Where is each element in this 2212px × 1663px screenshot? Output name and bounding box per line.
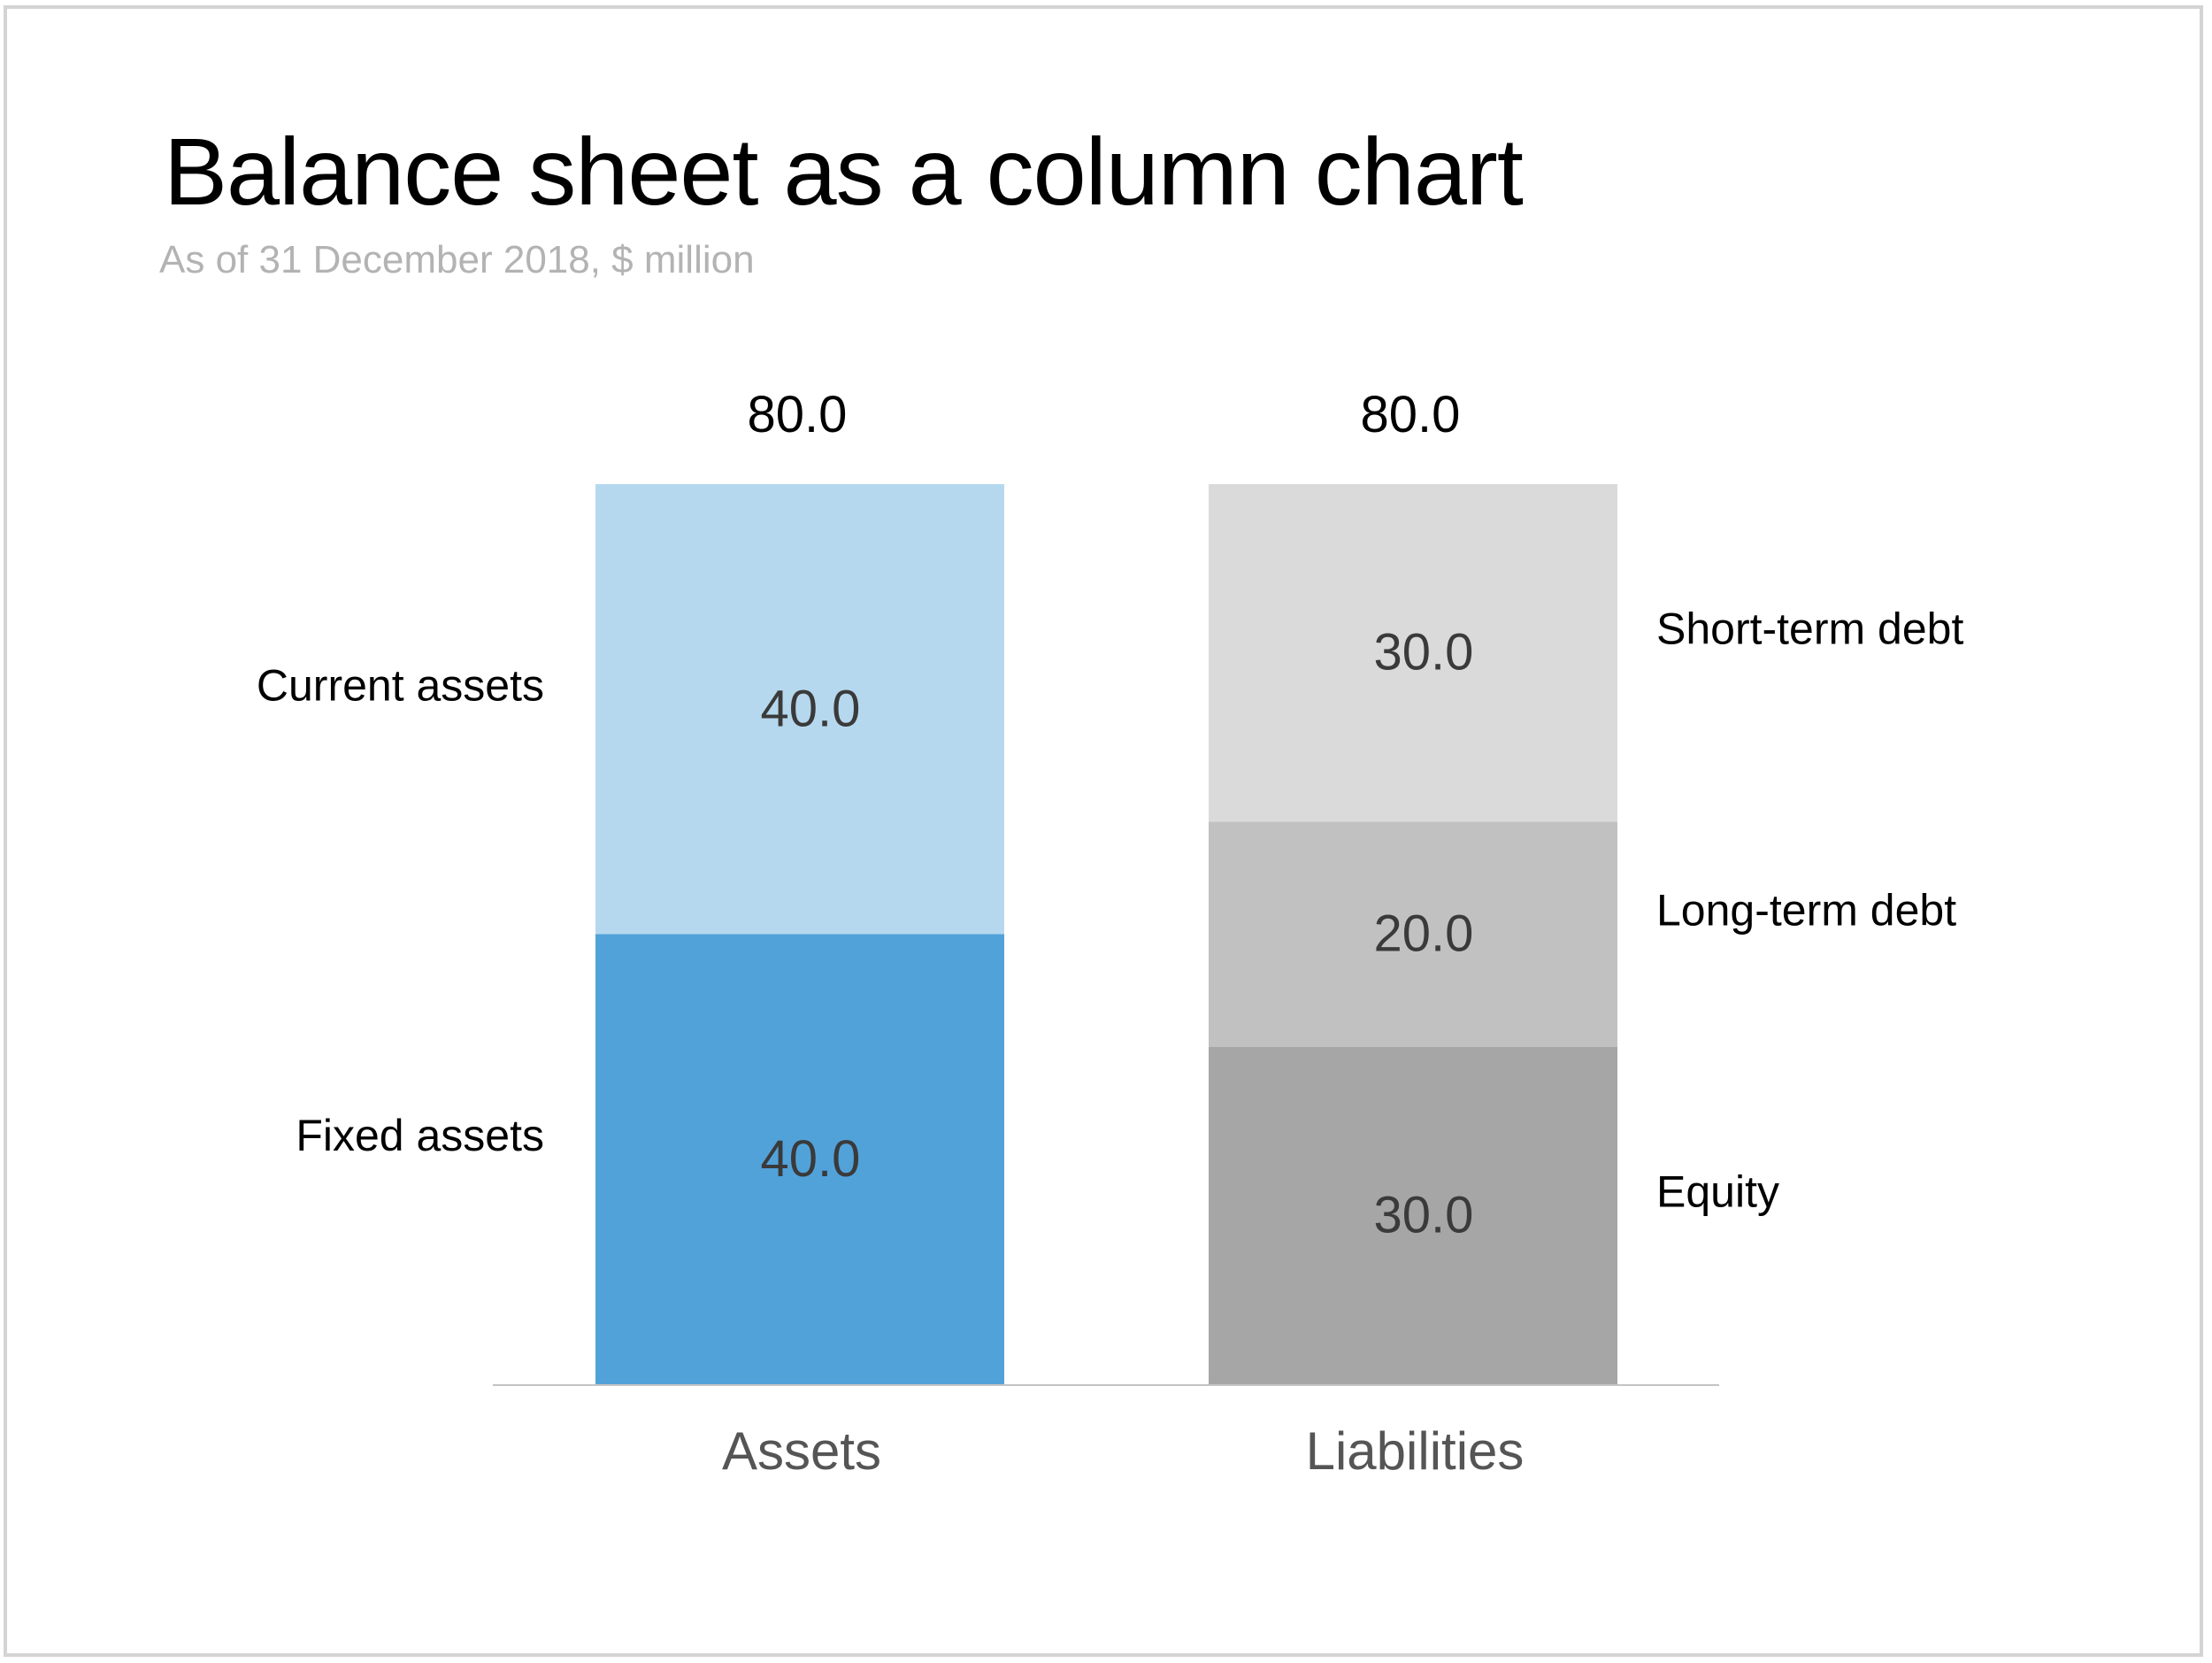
data-label-long-term-debt: 20.0 (1374, 905, 1474, 963)
bar-segment-current-assets (595, 484, 1004, 935)
chart-frame (4, 5, 2203, 1657)
data-label-fixed-assets: 40.0 (761, 1130, 861, 1188)
data-label-current-assets: 40.0 (761, 680, 861, 737)
category-label-assets: Assets (722, 1421, 881, 1481)
total-label-assets: 80.0 (748, 386, 848, 443)
segment-label-long-term-debt: Long-term debt (1656, 886, 1956, 935)
bar-segment-long-term-debt (1209, 821, 1617, 1047)
total-label-liabilities: 80.0 (1361, 386, 1461, 443)
bar-segment-equity (1209, 1046, 1617, 1384)
chart-title: Balance sheet as a column chart (164, 118, 1524, 225)
data-label-short-term-debt: 30.0 (1374, 624, 1474, 681)
segment-label-equity: Equity (1656, 1166, 1779, 1216)
chart-subtitle: As of 31 December 2018, $ million (159, 238, 755, 281)
bar-segment-fixed-assets (595, 934, 1004, 1384)
bar-segment-short-term-debt (1209, 484, 1617, 822)
category-label-liabilities: Liabilities (1306, 1421, 1525, 1481)
segment-label-short-term-debt: Short-term debt (1656, 604, 1963, 654)
segment-label-fixed-assets: Fixed assets (296, 1111, 544, 1160)
segment-label-current-assets: Current assets (257, 660, 544, 710)
data-label-equity: 30.0 (1374, 1186, 1474, 1243)
